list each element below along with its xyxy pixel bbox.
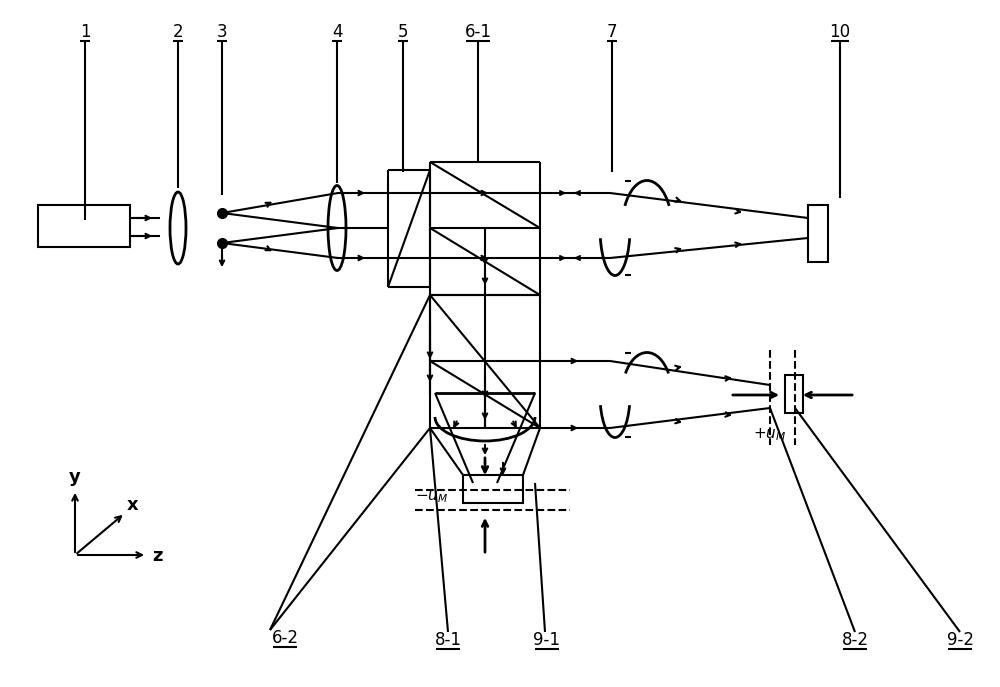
Bar <box>785 375 803 413</box>
Text: 10: 10 <box>829 23 851 41</box>
Text: 8-1: 8-1 <box>435 631 462 649</box>
Bar <box>463 475 523 503</box>
Text: $+u_M$: $+u_M$ <box>753 427 787 443</box>
Text: x: x <box>127 496 139 514</box>
Text: 4: 4 <box>332 23 342 41</box>
Bar <box>38 205 130 247</box>
Text: y: y <box>69 468 81 486</box>
Text: 9-2: 9-2 <box>946 631 974 649</box>
Bar <box>808 205 828 262</box>
Text: 2: 2 <box>173 23 183 41</box>
Text: 7: 7 <box>607 23 617 41</box>
Text: 8-2: 8-2 <box>842 631 868 649</box>
Text: z: z <box>152 547 162 565</box>
Text: 6-2: 6-2 <box>272 629 299 647</box>
Text: $-u_M$: $-u_M$ <box>415 489 449 505</box>
Text: 5: 5 <box>398 23 408 41</box>
Text: 1: 1 <box>80 23 90 41</box>
Text: 9-1: 9-1 <box>534 631 560 649</box>
Text: 6-1: 6-1 <box>465 23 492 41</box>
Text: 3: 3 <box>217 23 227 41</box>
